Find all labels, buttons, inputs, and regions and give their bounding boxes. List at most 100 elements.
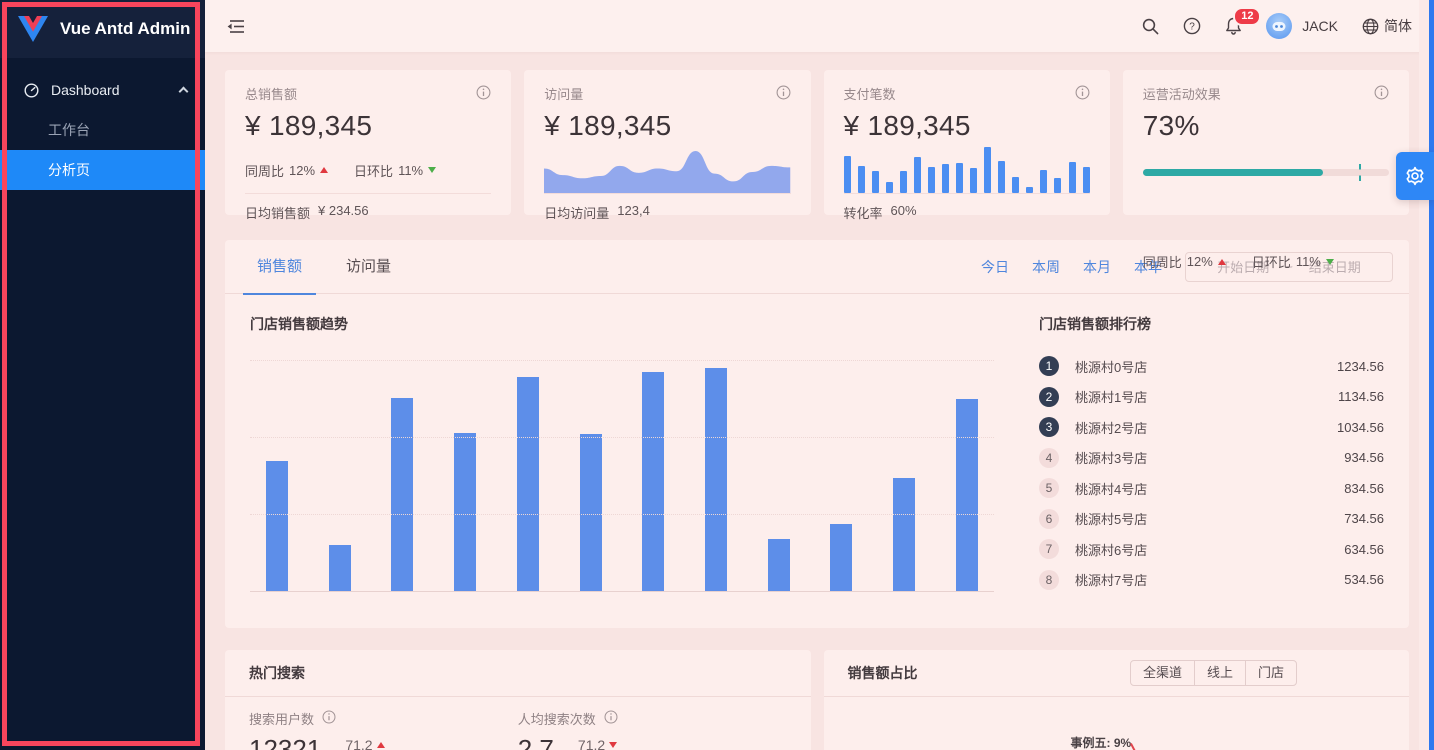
range-link-month[interactable]: 本月 xyxy=(1083,258,1111,275)
card-title: 运营活动效果 xyxy=(1142,87,1221,102)
sparkline-bar xyxy=(941,164,949,193)
radio-online[interactable]: 线上 xyxy=(1195,661,1246,685)
arrow-up-icon xyxy=(320,167,329,173)
sidebar-item-analysis[interactable]: 分析页 xyxy=(0,150,205,190)
store-sales-ranking-list: 1 桃源村0号店 1234.56 2 桃源村1号店 1134.56 3 桃源村2号店 1034.… xyxy=(1039,351,1384,595)
range-link-week[interactable]: 本周 xyxy=(1032,258,1060,275)
sparkline-bar xyxy=(970,167,978,193)
stat-card-payments: 支付笔数 ¥ 189,345 转化率 60% xyxy=(823,70,1110,221)
metric-value: 12321 xyxy=(249,734,322,750)
sparkline-bar xyxy=(857,166,865,193)
radio-all-channels[interactable]: 全渠道 xyxy=(1131,661,1195,685)
sparkline-bar xyxy=(871,170,879,193)
metric-label: 人均搜索次数 xyxy=(517,712,596,727)
avatar[interactable] xyxy=(1266,13,1293,39)
arrow-up-icon xyxy=(376,742,385,748)
info-icon[interactable] xyxy=(1075,85,1090,103)
operation-progress-bar xyxy=(1142,164,1389,181)
store-name: 桃源村5号店 xyxy=(1075,512,1148,528)
chart-gridline xyxy=(250,513,994,515)
sidebar-item-dashboard[interactable]: Dashboard xyxy=(0,70,205,110)
sparkline-bar xyxy=(998,160,1006,193)
ranking-row: 8 桃源村7号店 534.56 xyxy=(1039,565,1384,596)
bar xyxy=(642,371,665,591)
sidebar: Vue Antd Admin Dashboard 工作台 分析页 xyxy=(0,0,205,750)
store-name: 桃源村4号店 xyxy=(1075,481,1148,497)
card-footer-value: ¥ 234.56 xyxy=(318,203,369,218)
sparkline-bar xyxy=(1012,176,1020,193)
info-icon[interactable] xyxy=(1374,85,1389,103)
radio-stores[interactable]: 门店 xyxy=(1257,665,1284,680)
ranking-row: 5 桃源村4号店 834.56 xyxy=(1039,473,1384,504)
chart-gridline xyxy=(250,436,994,438)
ranking-row: 7 桃源村6号店 634.56 xyxy=(1039,534,1384,565)
channel-radio-group: 全渠道 线上 门店 xyxy=(1129,660,1297,686)
store-sales-value: 1234.56 xyxy=(1337,358,1384,374)
store-sales-value: 634.56 xyxy=(1344,541,1384,557)
info-icon[interactable] xyxy=(476,85,491,103)
stat-card-visits: 访问量 ¥ 189,345 日均访问量 123,4 xyxy=(524,70,811,221)
ranking-row: 4 桃源村3号店 934.56 xyxy=(1039,443,1384,474)
chart-title: 门店销售额趋势 xyxy=(250,316,348,332)
rank-badge: 3 xyxy=(1039,417,1059,438)
ranking-row: 2 桃源村1号店 1134.56 xyxy=(1039,382,1384,413)
metric-trend: 71.2 xyxy=(345,737,385,750)
menu-fold-icon xyxy=(227,19,244,33)
globe-icon xyxy=(1362,18,1379,34)
language-label: 简体 xyxy=(1384,18,1412,34)
info-icon[interactable] xyxy=(322,710,336,727)
bar xyxy=(391,397,414,591)
user-name[interactable]: JACK xyxy=(1302,18,1338,34)
progress-fill xyxy=(1142,169,1323,176)
language-switcher[interactable]: 简体 xyxy=(1362,16,1412,36)
store-name: 桃源村0号店 xyxy=(1075,359,1148,375)
tab-visits[interactable]: 访问量 xyxy=(346,257,392,275)
stat-card-row: 总销售额 ¥ 189,345 同周比 12% 日环比 11% 日均销售额 xyxy=(225,70,1409,270)
range-link-today[interactable]: 今日 xyxy=(981,258,1009,275)
pie-slice-label: 事例五: 9% xyxy=(1071,734,1137,750)
ranking-row: 1 桃源村0号店 1234.56 xyxy=(1039,351,1384,382)
sparkline-bar xyxy=(1068,161,1076,193)
bottom-panel-row: 热门搜索 搜索用户数 12321 71.2 xyxy=(225,650,1409,750)
bar xyxy=(454,433,477,591)
card-value: ¥ 189,345 xyxy=(544,110,672,141)
metric-label: 搜索用户数 xyxy=(249,712,315,727)
rank-badge: 4 xyxy=(1039,447,1059,468)
avatar-icon xyxy=(1266,13,1293,39)
search-button[interactable] xyxy=(1142,18,1159,35)
sidebar-item-workplace[interactable]: 工作台 xyxy=(48,122,90,138)
settings-button[interactable] xyxy=(1396,152,1434,200)
sparkline-bar xyxy=(885,181,893,193)
hot-search-panel: 热门搜索 搜索用户数 12321 71.2 xyxy=(225,650,811,750)
help-button[interactable]: ? xyxy=(1183,17,1201,35)
sparkline-bar xyxy=(843,156,851,193)
notifications-button[interactable]: 12 xyxy=(1225,7,1262,35)
date-range-picker[interactable]: 开始日期 ~ 结束日期 xyxy=(1185,251,1393,282)
date-end-placeholder[interactable]: 结束日期 xyxy=(1308,260,1361,275)
range-link-year[interactable]: 本年 xyxy=(1134,258,1162,275)
notification-badge: 12 xyxy=(1233,7,1262,26)
info-icon[interactable] xyxy=(604,710,618,727)
info-icon[interactable] xyxy=(776,85,791,103)
arrow-down-icon xyxy=(1325,258,1334,265)
metric-search-users: 搜索用户数 12321 71.2 xyxy=(249,710,518,750)
date-separator: ~ xyxy=(1285,259,1293,274)
sales-panel: 销售额 访问量 今日 本周 本月 本年 开始日期 ~ 结束日期 门店销售额趋势 … xyxy=(225,240,1409,628)
card-title: 访问量 xyxy=(544,87,584,102)
app-logo[interactable]: Vue Antd Admin xyxy=(0,0,205,58)
tab-sales[interactable]: 销售额 xyxy=(242,240,317,295)
sales-panel-tabbar: 销售额 访问量 今日 本周 本月 本年 开始日期 ~ 结束日期 xyxy=(225,240,1409,295)
card-footer-label: 日均销售额 xyxy=(245,206,311,221)
bar xyxy=(955,398,978,591)
date-start-placeholder[interactable]: 开始日期 xyxy=(1217,260,1270,275)
rank-badge: 2 xyxy=(1039,386,1059,407)
chart-gridline xyxy=(250,360,994,361)
stat-card-total-sales: 总销售额 ¥ 189,345 同周比 12% 日环比 11% 日均销售额 xyxy=(225,70,512,221)
ranking-row: 6 桃源村5号店 734.56 xyxy=(1039,504,1384,535)
card-footer-label: 日均访问量 xyxy=(544,206,610,221)
card-footer-label: 转化率 xyxy=(843,206,883,221)
bar xyxy=(328,544,351,591)
store-sales-value: 834.56 xyxy=(1344,480,1384,496)
menu-fold-button[interactable] xyxy=(227,19,245,34)
scrollbar-thumb[interactable] xyxy=(1429,0,1434,750)
